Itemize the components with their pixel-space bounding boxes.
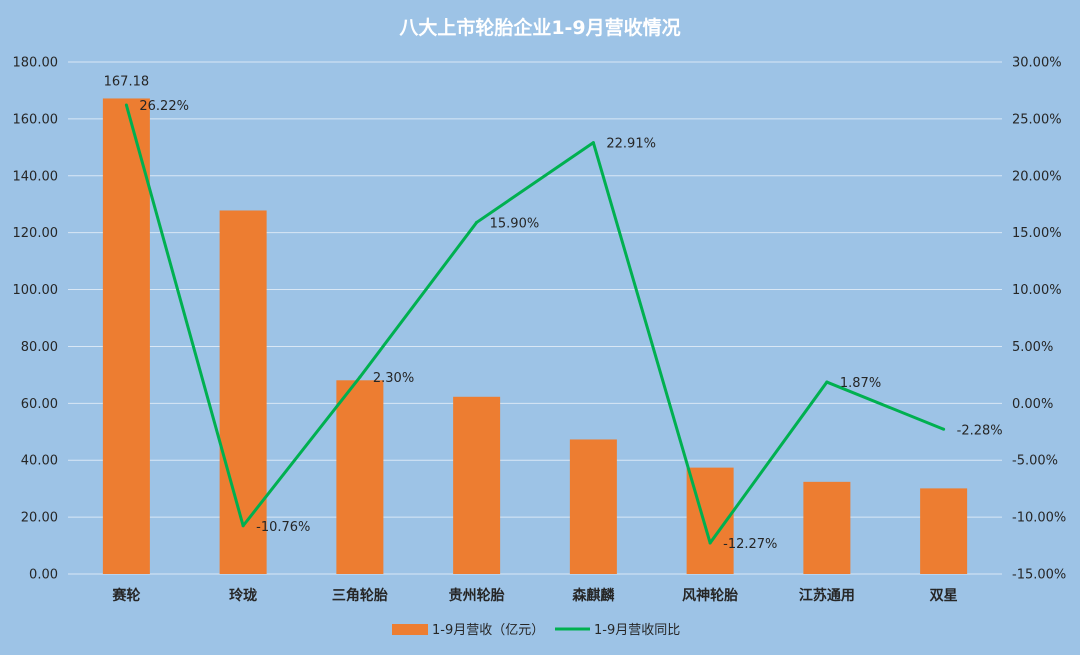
yoy-data-label: -12.27%: [723, 537, 777, 552]
legend-label-yoy: 1-9月营收同比: [594, 623, 680, 638]
bar-data-labels: 167.18: [104, 74, 150, 89]
yoy-data-label: 26.22%: [139, 99, 189, 114]
right-tick-label: 5.00%: [1012, 340, 1053, 355]
revenue-data-label: 167.18: [104, 74, 150, 89]
gridlines: [68, 61, 1002, 575]
legend: 1-9月营收（亿元） 1-9月营收同比: [392, 623, 680, 638]
left-tick-label: 20.00: [21, 511, 58, 526]
category-label: 赛轮: [111, 587, 140, 604]
right-tick-label: 0.00%: [1012, 397, 1053, 412]
yoy-point: [942, 427, 946, 431]
category-label: 三角轮胎: [332, 587, 388, 604]
yoy-point: [591, 141, 595, 145]
right-axis-ticks: -15.00% -10.00% -5.00% 0.00% 5.00% 10.00% 15.0…: [1012, 56, 1066, 583]
left-tick-label: 0.00: [29, 568, 58, 583]
left-tick-label: 100.00: [13, 283, 59, 298]
left-tick-label: 120.00: [13, 226, 59, 241]
legend-swatch-revenue: [392, 624, 428, 635]
category-label: 贵州轮胎: [449, 587, 505, 604]
right-tick-label: -10.00%: [1012, 511, 1066, 526]
line-data-labels: 26.22% -10.76% 2.30% 15.90% 22.91% -12.27% 1.8…: [139, 99, 1002, 552]
yoy-data-label: 1.87%: [840, 376, 881, 391]
revenue-bar: [569, 439, 617, 574]
revenue-bar: [803, 481, 851, 574]
category-label: 江苏通用: [799, 587, 855, 604]
yoy-point: [825, 380, 829, 384]
left-axis-ticks: 0.00 20.00 40.00 60.00 80.00 100.00 120.00 140.…: [13, 56, 59, 583]
right-tick-label: 20.00%: [1012, 169, 1062, 184]
left-tick-label: 160.00: [13, 112, 59, 127]
yoy-data-label: -10.76%: [256, 520, 310, 535]
revenue-bar: [920, 488, 968, 574]
left-tick-label: 140.00: [13, 169, 59, 184]
legend-label-revenue: 1-9月营收（亿元）: [432, 623, 544, 638]
yoy-data-label: 2.30%: [373, 371, 414, 386]
yoy-data-label: -2.28%: [957, 423, 1003, 438]
category-label: 玲珑: [229, 587, 257, 604]
chart-title: 八大上市轮胎企业1-9月营收情况: [399, 16, 680, 39]
right-tick-label: -15.00%: [1012, 568, 1066, 583]
yoy-point: [475, 220, 479, 224]
category-label: 双星: [930, 588, 958, 604]
yoy-data-label: 22.91%: [606, 137, 656, 152]
left-tick-label: 80.00: [21, 340, 58, 355]
right-tick-label: 10.00%: [1012, 283, 1062, 298]
right-tick-label: 25.00%: [1012, 112, 1062, 127]
category-label: 风神轮胎: [682, 587, 738, 604]
yoy-point: [708, 541, 712, 545]
yoy-point: [124, 103, 128, 107]
yoy-point: [241, 524, 245, 528]
category-labels: 赛轮 玲珑 三角轮胎 贵州轮胎 森麒麟 风神轮胎 江苏通用 双星: [111, 587, 957, 604]
right-tick-label: -5.00%: [1012, 454, 1058, 469]
left-tick-label: 40.00: [21, 454, 58, 469]
left-tick-label: 60.00: [21, 397, 58, 412]
revenue-bar: [102, 98, 150, 575]
revenue-bars: [102, 98, 968, 575]
revenue-bar: [336, 380, 384, 574]
category-label: 森麒麟: [572, 587, 615, 604]
right-tick-label: 30.00%: [1012, 56, 1062, 71]
revenue-bar: [453, 396, 501, 574]
yoy-line-series: [124, 103, 946, 545]
yoy-data-label: 15.90%: [490, 216, 540, 231]
left-tick-label: 180.00: [13, 56, 59, 71]
yoy-point: [358, 375, 362, 379]
yoy-line: [124, 104, 945, 545]
revenue-bar: [219, 210, 267, 575]
right-tick-label: 15.00%: [1012, 226, 1062, 241]
